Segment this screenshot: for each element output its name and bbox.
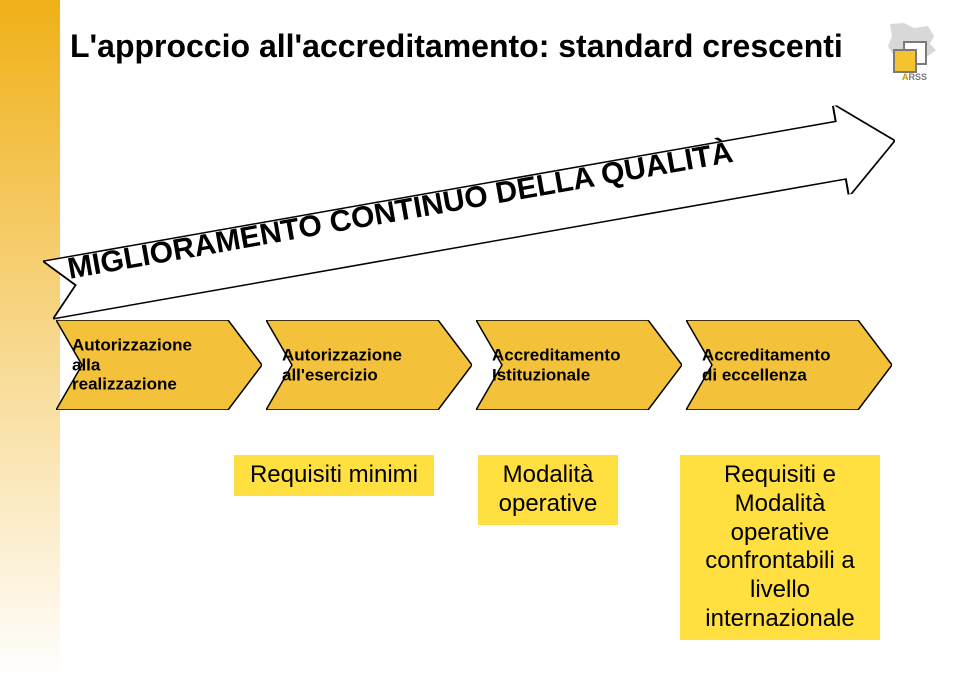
stage-2-label: Autorizzazione all'esercizio: [282, 345, 402, 384]
stage-1: Autorizzazione alla realizzazione: [56, 320, 262, 410]
svg-text:ARSS: ARSS: [902, 72, 927, 82]
label-box-2: Modalitàoperative: [478, 455, 618, 525]
stage-row: Autorizzazione alla realizzazione Autori…: [56, 320, 892, 410]
stage-2: Autorizzazione all'esercizio: [266, 320, 472, 410]
page-title: L'approccio all'accreditamento: standard…: [70, 28, 843, 65]
logo: ARSS: [884, 22, 938, 82]
stage-1-label: Autorizzazione alla realizzazione: [72, 336, 192, 395]
label-box-3: Requisiti eModalitàoperativeconfrontabil…: [680, 455, 880, 640]
stage-4: Accreditamento di eccellenza: [686, 320, 892, 410]
logo-label-rss: RSS: [909, 72, 928, 82]
left-gradient-bar: [0, 0, 60, 679]
stage-4-label: Accreditamento di eccellenza: [702, 345, 830, 384]
stage-3-label: Accreditamento Istituzionale: [492, 345, 620, 384]
stage-3: Accreditamento Istituzionale: [476, 320, 682, 410]
label-box-1: Requisiti minimi: [234, 455, 434, 496]
logo-square-front: [894, 50, 916, 72]
